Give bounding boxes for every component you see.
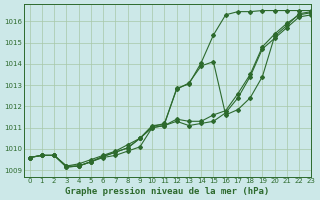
X-axis label: Graphe pression niveau de la mer (hPa): Graphe pression niveau de la mer (hPa) [65, 187, 270, 196]
